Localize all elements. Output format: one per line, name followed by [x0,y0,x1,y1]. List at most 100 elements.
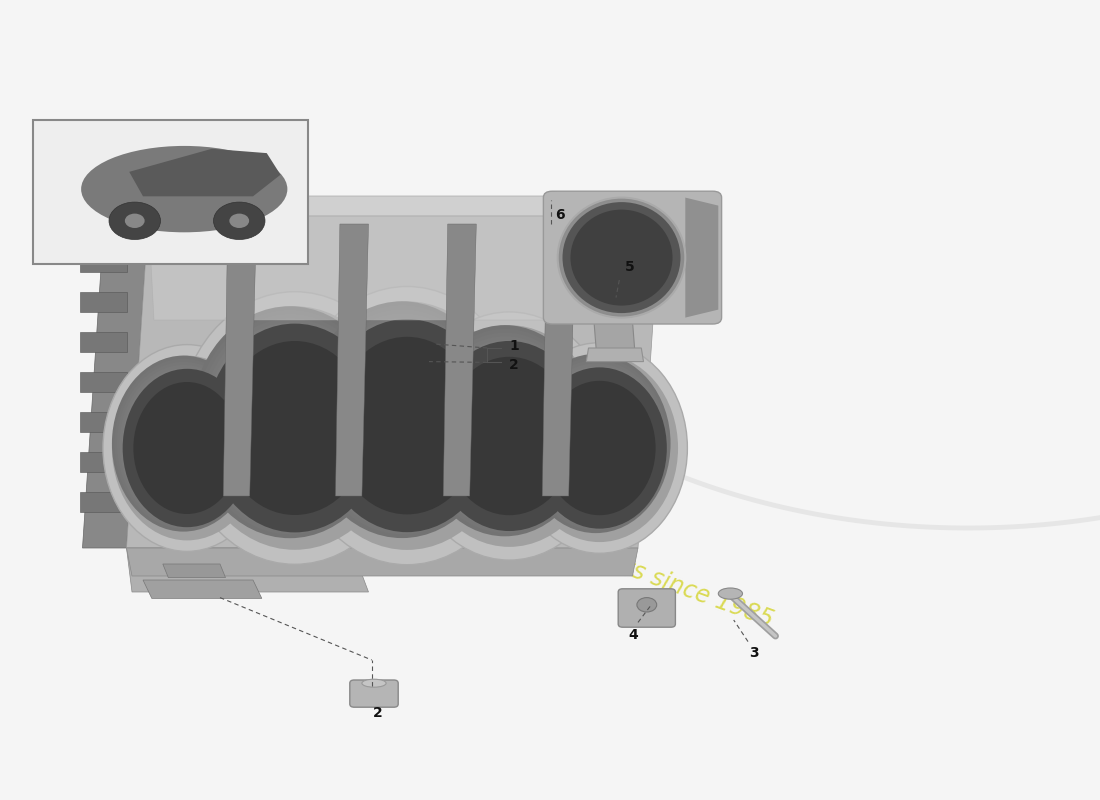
Text: 5: 5 [625,259,635,274]
Ellipse shape [288,420,301,435]
Ellipse shape [122,369,251,527]
Polygon shape [80,292,126,312]
Ellipse shape [397,413,417,437]
Ellipse shape [451,366,562,499]
Ellipse shape [376,388,436,459]
Ellipse shape [334,338,473,504]
Ellipse shape [317,318,488,523]
Ellipse shape [448,362,565,503]
Polygon shape [126,548,368,592]
Circle shape [637,598,657,612]
Polygon shape [126,216,660,548]
Ellipse shape [404,422,410,430]
Ellipse shape [130,377,239,512]
Ellipse shape [594,442,604,454]
Circle shape [124,214,145,228]
Ellipse shape [182,442,191,454]
Ellipse shape [167,423,205,470]
Ellipse shape [558,398,637,494]
Ellipse shape [590,231,646,284]
Ellipse shape [718,588,743,599]
Ellipse shape [406,312,613,560]
Ellipse shape [178,292,411,564]
Ellipse shape [569,210,671,306]
Ellipse shape [195,310,386,534]
Ellipse shape [491,414,526,456]
Ellipse shape [579,219,660,296]
Ellipse shape [430,341,588,531]
Ellipse shape [576,420,620,474]
Ellipse shape [191,306,389,538]
Ellipse shape [208,326,373,520]
Ellipse shape [562,202,681,313]
Ellipse shape [512,342,688,554]
Ellipse shape [500,425,518,446]
Ellipse shape [571,210,672,306]
Ellipse shape [585,226,651,289]
Ellipse shape [429,340,582,523]
Ellipse shape [359,367,451,478]
Polygon shape [80,452,126,472]
Ellipse shape [372,384,438,463]
Ellipse shape [389,405,422,444]
Ellipse shape [537,373,657,516]
Polygon shape [163,564,225,578]
Ellipse shape [573,417,624,476]
Ellipse shape [521,354,671,533]
FancyBboxPatch shape [618,589,675,627]
Text: eurospares: eurospares [156,288,680,544]
Ellipse shape [103,345,271,551]
Ellipse shape [271,399,317,454]
Text: 3: 3 [749,646,758,659]
Ellipse shape [179,438,194,456]
Ellipse shape [565,407,630,485]
Ellipse shape [463,381,551,486]
Ellipse shape [581,222,657,294]
Ellipse shape [304,302,510,550]
Ellipse shape [571,414,626,479]
Ellipse shape [344,351,463,493]
Ellipse shape [564,205,676,310]
Ellipse shape [588,435,609,459]
Polygon shape [542,224,575,496]
Ellipse shape [185,445,189,450]
Ellipse shape [592,234,644,282]
Ellipse shape [368,380,441,467]
Ellipse shape [226,346,358,502]
Ellipse shape [126,374,241,515]
Ellipse shape [323,326,482,515]
Polygon shape [685,198,718,318]
Ellipse shape [206,323,384,533]
Ellipse shape [524,357,668,530]
Text: 4: 4 [629,628,638,642]
Ellipse shape [583,224,654,291]
Text: 2: 2 [373,706,382,720]
Polygon shape [148,216,660,320]
Ellipse shape [292,424,298,432]
Ellipse shape [142,393,228,498]
Polygon shape [223,224,256,496]
Ellipse shape [581,426,616,468]
Ellipse shape [460,377,554,490]
Ellipse shape [568,410,628,482]
Ellipse shape [521,354,678,542]
Ellipse shape [560,200,682,315]
Ellipse shape [544,219,556,224]
Polygon shape [143,580,262,598]
Ellipse shape [147,398,223,493]
Ellipse shape [579,423,618,470]
Ellipse shape [587,229,649,286]
Ellipse shape [267,395,320,458]
Ellipse shape [246,371,339,479]
Circle shape [213,202,265,239]
Ellipse shape [550,389,645,502]
Ellipse shape [485,406,531,462]
Ellipse shape [112,355,262,541]
Ellipse shape [594,236,640,279]
Ellipse shape [443,357,575,515]
Ellipse shape [328,330,480,512]
Ellipse shape [379,393,432,455]
Ellipse shape [219,338,364,509]
Ellipse shape [211,330,370,516]
Ellipse shape [154,408,217,484]
